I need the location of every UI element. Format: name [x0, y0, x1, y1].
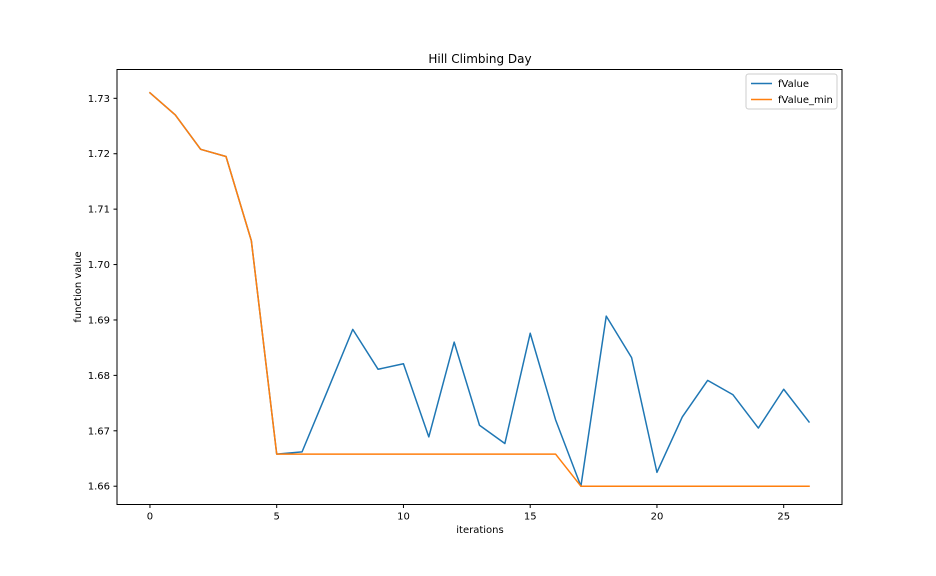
y-tick-label: 1.71: [88, 205, 110, 216]
y-tick-label: 1.67: [88, 426, 110, 437]
legend: fValue fValue_min: [745, 73, 838, 110]
x-tick-label: 10: [397, 512, 410, 523]
x-axis-label: iterations: [456, 525, 503, 536]
y-tick-label: 1.68: [88, 371, 110, 382]
x-tick-label: 0: [147, 512, 153, 523]
x-tick-label: 20: [651, 512, 664, 523]
series-line-fvalue-min: [148, 91, 810, 487]
axes-frame: [116, 69, 843, 505]
plot-area: [148, 91, 811, 487]
y-tick-label: 1.69: [88, 315, 110, 326]
x-tick-label: 15: [524, 512, 537, 523]
y-tick-label: 1.66: [88, 482, 110, 493]
chart-title: Hill Climbing Day: [428, 52, 531, 66]
y-tick-label: 1.73: [88, 94, 110, 105]
x-tick-label: 5: [274, 512, 280, 523]
y-axis-label: function value: [73, 251, 84, 322]
x-tick-label: 25: [777, 512, 790, 523]
y-axis: 1.66 1.67 1.68 1.69 1.70 1.71 1.72 1.73: [88, 94, 117, 493]
x-axis: 0 5 10 15 20 25: [147, 504, 790, 523]
legend-label: fValue: [778, 79, 809, 90]
y-tick-label: 1.70: [88, 260, 110, 271]
legend-label: fValue_min: [778, 95, 833, 106]
y-tick-label: 1.72: [88, 149, 110, 160]
